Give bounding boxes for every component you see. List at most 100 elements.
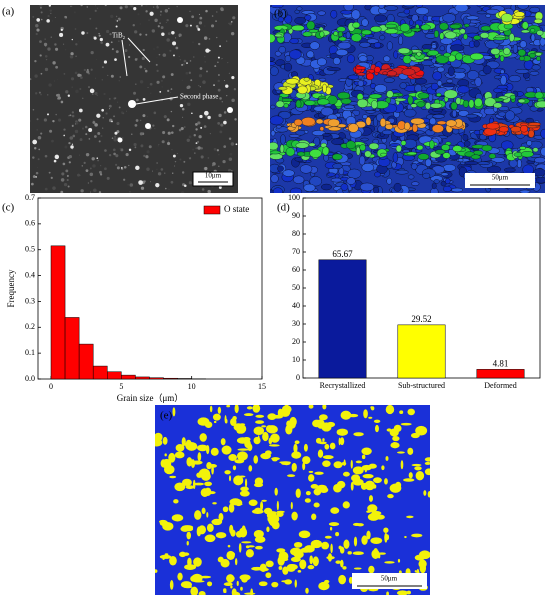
x-axis-label: Grain size（μm）	[117, 393, 184, 403]
particle	[116, 20, 118, 22]
grain	[296, 151, 306, 157]
texture	[162, 130, 166, 135]
yellow-grain	[424, 457, 430, 462]
texture	[203, 36, 208, 40]
yellow-grain	[260, 452, 271, 460]
yellow-grain	[381, 465, 385, 471]
texture	[198, 85, 200, 87]
yellow-grain	[181, 525, 194, 530]
grain	[333, 31, 339, 36]
texture	[217, 88, 221, 92]
grain	[337, 41, 352, 50]
grain	[489, 19, 501, 24]
grain	[520, 151, 534, 158]
texture	[52, 20, 53, 22]
particle	[179, 103, 184, 108]
texture	[142, 114, 146, 118]
texture	[40, 132, 43, 135]
texture	[36, 28, 40, 32]
yellow-grain	[399, 410, 404, 414]
yellow-grain	[179, 551, 187, 558]
texture	[179, 97, 183, 100]
yellow-grain	[201, 471, 211, 481]
texture	[184, 94, 188, 98]
yellow-grain	[182, 478, 192, 487]
grain	[374, 84, 388, 93]
grain	[275, 100, 285, 108]
particle	[181, 64, 183, 66]
texture	[217, 79, 220, 83]
grain	[304, 14, 312, 21]
yellow-grain	[252, 405, 261, 413]
yellow-grain	[262, 431, 269, 442]
yellow-grain	[352, 466, 364, 475]
grain	[382, 71, 388, 75]
texture	[133, 91, 137, 95]
texture	[166, 18, 169, 22]
texture	[198, 42, 201, 46]
texture	[51, 139, 54, 143]
yellow-grain	[348, 413, 359, 418]
yellow-grain	[242, 437, 251, 442]
texture	[54, 16, 56, 18]
yellow-grain	[308, 405, 314, 409]
grain	[416, 101, 426, 108]
yellow-grain	[299, 559, 307, 570]
yellow-grain	[384, 561, 395, 564]
yellow-grain	[362, 474, 374, 479]
texture	[201, 188, 205, 191]
texture	[220, 123, 224, 127]
particle	[191, 112, 193, 115]
grain	[276, 124, 282, 129]
texture	[159, 22, 161, 24]
particle	[60, 28, 63, 32]
grain	[403, 5, 416, 8]
grain	[481, 144, 493, 152]
grain	[442, 13, 457, 23]
texture	[110, 74, 114, 78]
texture	[44, 38, 46, 40]
grain	[441, 83, 456, 88]
yellow-grain	[329, 442, 336, 450]
y-tick-label: 0.6	[25, 219, 35, 228]
texture	[203, 55, 206, 58]
yellow-grain	[246, 406, 253, 410]
grain	[415, 130, 425, 135]
grain	[463, 33, 468, 40]
yellow-grain	[350, 459, 353, 469]
texture	[67, 185, 70, 188]
texture	[118, 18, 119, 20]
texture	[80, 5, 83, 7]
texture	[114, 19, 117, 21]
particle	[67, 94, 70, 97]
texture	[99, 173, 103, 176]
particle	[111, 120, 113, 123]
grain	[417, 92, 430, 99]
grain	[490, 48, 501, 55]
texture	[106, 176, 110, 180]
grain	[297, 85, 308, 95]
particle	[53, 159, 57, 163]
texture	[71, 148, 73, 150]
y-tick-label: 50	[292, 283, 300, 292]
particle	[135, 165, 140, 171]
yellow-grain	[269, 416, 275, 419]
texture	[223, 145, 227, 148]
yellow-grain	[233, 475, 244, 486]
grain	[433, 179, 440, 184]
yellow-grain	[295, 488, 301, 498]
grain	[394, 98, 407, 102]
texture	[35, 92, 38, 95]
particle	[223, 120, 227, 125]
texture	[186, 138, 190, 142]
texture	[63, 182, 68, 187]
texture	[175, 46, 179, 50]
grain	[289, 38, 300, 44]
texture	[131, 133, 133, 135]
yellow-grain	[228, 454, 237, 462]
texture	[122, 34, 124, 36]
texture	[232, 16, 236, 20]
yellow-grain	[406, 515, 414, 519]
grain	[436, 120, 447, 125]
particle	[195, 142, 198, 145]
